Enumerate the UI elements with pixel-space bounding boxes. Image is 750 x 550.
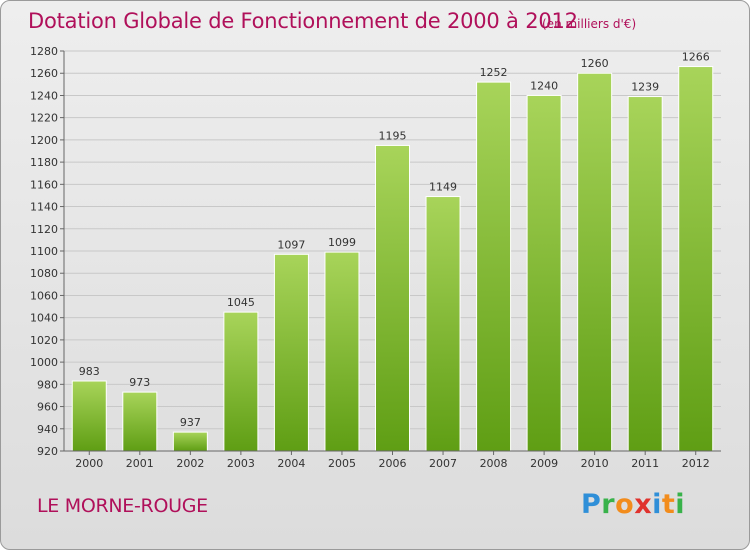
y-tick-label: 1020 (30, 334, 58, 347)
y-tick-label: 1160 (30, 178, 58, 191)
bar (627, 96, 663, 452)
bar-value-label: 1149 (429, 181, 457, 194)
x-tick-label: 2008 (480, 457, 508, 470)
bar-value-label: 983 (79, 365, 100, 378)
y-tick-label: 1120 (30, 223, 58, 236)
logo-letter: i (675, 489, 686, 520)
y-tick-label: 1280 (30, 45, 58, 58)
bar-value-label: 1260 (581, 57, 609, 70)
bar (273, 253, 309, 452)
logo-letter: o (615, 489, 635, 520)
bar-value-label: 1097 (277, 238, 305, 251)
bar-value-label: 1045 (227, 296, 255, 309)
x-tick-label: 2004 (277, 457, 305, 470)
bar (375, 144, 410, 452)
bar (172, 431, 208, 452)
logo-letter: x (634, 489, 653, 520)
bar (324, 251, 360, 452)
y-tick-label: 1100 (30, 245, 58, 258)
y-tick-label: 1180 (30, 156, 58, 169)
bar (577, 72, 613, 452)
bars: 983 973 937 1045 1097 1099 1195 1149 1252 1240 126… (71, 51, 714, 452)
y-tick-label: 1140 (30, 201, 58, 214)
x-tick-label: 2012 (682, 457, 710, 470)
y-tick-label: 1000 (30, 356, 58, 369)
bar (678, 66, 714, 452)
bar (122, 391, 158, 452)
bar (526, 94, 562, 452)
x-tick-label: 2009 (530, 457, 558, 470)
y-tick-label: 1200 (30, 134, 58, 147)
x-tick-label: 2003 (227, 457, 255, 470)
x-tick-label: 2006 (379, 457, 407, 470)
y-tick-label: 920 (37, 445, 58, 458)
x-tick-label: 2005 (328, 457, 356, 470)
bar-value-label: 1195 (379, 129, 407, 142)
bar (71, 380, 107, 452)
chart-subtitle: (en milliers d'€) (542, 17, 637, 31)
x-tick-label: 2002 (176, 457, 204, 470)
logo-letter: i (652, 489, 662, 520)
y-tick-label: 1080 (30, 267, 58, 280)
bar-value-label: 1240 (530, 79, 558, 92)
bar-value-label: 1099 (328, 236, 356, 249)
bar (425, 196, 461, 452)
proxiti-logo: Proxiti (581, 489, 685, 520)
y-tick-label: 960 (37, 401, 58, 414)
x-tick-label: 2007 (429, 457, 457, 470)
bar (223, 311, 259, 452)
bar-value-label: 1252 (480, 66, 508, 79)
x-tick-label: 2000 (75, 457, 103, 470)
logo-letter: r (601, 489, 616, 520)
y-tick-label: 1040 (30, 312, 58, 325)
chart-title: Dotation Globale de Fonctionnement de 20… (28, 9, 578, 33)
x-axis-ticks: 2000 2001 2002 2003 2004 2005 2006 2007 2008 2009… (75, 451, 710, 470)
bar-value-label: 1266 (682, 51, 710, 64)
bar-value-label: 1239 (631, 81, 659, 94)
y-tick-label: 1260 (30, 67, 58, 80)
y-tick-label: 1240 (30, 89, 58, 102)
x-tick-label: 2011 (631, 457, 659, 470)
bar (476, 81, 512, 452)
y-tick-label: 1060 (30, 289, 58, 302)
y-tick-label: 980 (37, 378, 58, 391)
logo-letter: P (581, 489, 602, 520)
logo-letter: t (661, 489, 676, 520)
x-tick-label: 2001 (126, 457, 154, 470)
bar-value-label: 973 (129, 376, 150, 389)
x-tick-label: 2010 (581, 457, 609, 470)
y-tick-label: 1220 (30, 112, 58, 125)
axes (63, 51, 721, 452)
place-name: LE MORNE-ROUGE (37, 495, 208, 517)
bar-value-label: 937 (180, 416, 201, 429)
y-tick-label: 940 (37, 423, 58, 436)
y-axis-ticks: 920 940 960 980 1000 1020 1040 1060 1080 1100 1120… (30, 45, 64, 458)
